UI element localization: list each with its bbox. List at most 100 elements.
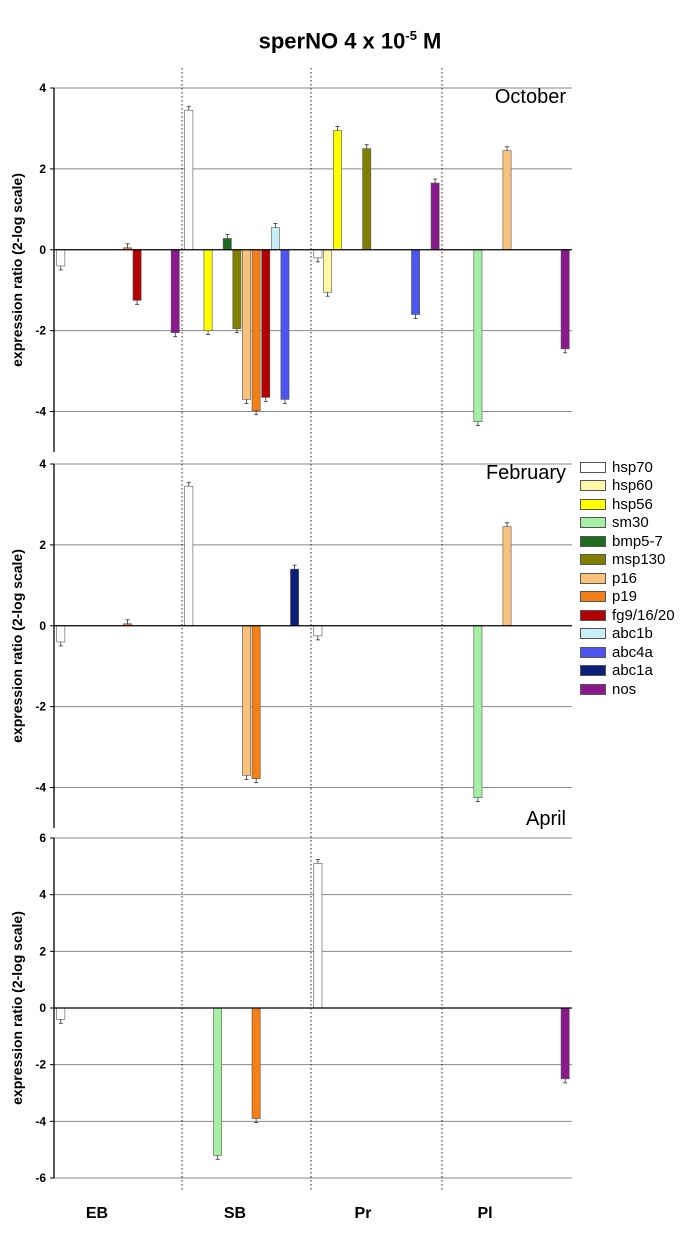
y-tick-label: 2 <box>39 944 46 958</box>
y-tick-label: 4 <box>39 81 46 95</box>
legend-item: abc4a <box>580 643 675 662</box>
y-tick-label: 4 <box>39 888 46 902</box>
bar-p16-pl <box>502 150 512 251</box>
bar-fg9-16-20-sb <box>261 249 271 398</box>
bar-abc1b-sb <box>270 227 280 251</box>
legend-swatch <box>580 683 606 695</box>
legend-swatch <box>580 535 606 547</box>
y-tick-label: -4 <box>35 781 46 795</box>
y-tick-label: 2 <box>39 162 46 176</box>
bar-hsp56-pr <box>333 130 342 251</box>
legend-swatch <box>580 480 606 492</box>
chart-title: sperNO 4 x 10-5 M <box>258 28 442 54</box>
y-tick-label: 6 <box>39 831 46 845</box>
x-group-label-pl: Pl <box>477 1205 492 1222</box>
x-group-label-pr: Pr <box>355 1205 372 1222</box>
bar-nos-pl <box>560 249 570 350</box>
bar-nos-eb <box>170 249 180 333</box>
legend-label: sm30 <box>612 514 649 532</box>
panel-label-october: October <box>495 86 566 108</box>
legend-item: p19 <box>580 588 675 607</box>
bar-abc4a-sb <box>280 249 290 400</box>
legend-swatch <box>580 461 606 473</box>
y-tick-label: 0 <box>39 1001 46 1015</box>
bar-msp130-pr <box>362 148 372 251</box>
bar-sm30-pl <box>473 625 483 798</box>
legend-item: hsp56 <box>580 495 675 514</box>
legend-item: hsp70 <box>580 458 675 477</box>
x-group-label-sb: SB <box>224 1205 246 1222</box>
y-tick-label: 2 <box>39 538 46 552</box>
y-tick-label: -2 <box>35 1058 46 1072</box>
legend-item: p16 <box>580 569 675 588</box>
y-axis-label: expression ratio (2-log scale) <box>9 549 25 743</box>
legend-item: nos <box>580 680 675 699</box>
y-tick-label: 0 <box>39 619 46 633</box>
legend: hsp70 hsp60 hsp56 sm30 bmp5-7 msp130 p16 p19 fg9… <box>580 458 675 699</box>
legend-swatch <box>580 554 606 566</box>
bar-sm30-pl <box>473 249 483 422</box>
legend-item: abc1a <box>580 662 675 681</box>
legend-label: hsp56 <box>612 495 653 513</box>
legend-item: hsp60 <box>580 477 675 496</box>
legend-label: nos <box>612 680 637 698</box>
legend-swatch <box>580 498 606 510</box>
y-tick-label: -4 <box>35 1114 46 1128</box>
bar-p16-pl <box>502 526 512 627</box>
bar-bmp5-7-sb <box>222 238 232 251</box>
legend-label: abc1a <box>612 662 653 680</box>
legend-swatch <box>580 591 606 603</box>
legend-swatch <box>580 572 606 584</box>
bar-nos-pl <box>560 1007 570 1080</box>
bar-p19-sb <box>251 1007 261 1119</box>
y-tick-label: 4 <box>39 457 46 471</box>
legend-item: sm30 <box>580 514 675 533</box>
bar-p16-sb <box>242 249 251 400</box>
legend-label: fg9/16/20 <box>612 606 675 624</box>
legend-label: bmp5-7 <box>612 532 663 550</box>
y-tick-label: -4 <box>35 405 46 419</box>
legend-swatch <box>580 646 606 658</box>
bar-fg9-16-20-eb <box>132 249 142 301</box>
legend-label: msp130 <box>612 551 666 569</box>
y-tick-label: -2 <box>35 700 46 714</box>
bar-hsp70-sb <box>184 109 194 251</box>
bar-msp130-sb <box>232 249 242 329</box>
bar-p19-sb <box>251 249 261 412</box>
legend-label: abc4a <box>612 643 653 661</box>
panel-label-april: April <box>526 808 566 830</box>
legend-item: bmp5-7 <box>580 532 675 551</box>
bar-hsp70-pr <box>313 249 323 259</box>
bar-hsp70-eb <box>56 249 66 267</box>
legend-swatch <box>580 628 606 640</box>
bar-hsp70-pr <box>313 625 323 637</box>
bar-hsp60-pr <box>323 249 333 293</box>
x-group-label-eb: EB <box>86 1205 108 1222</box>
bar-abc1a-sb <box>290 568 299 627</box>
y-tick-label: -6 <box>35 1171 46 1185</box>
bar-p16-sb <box>242 625 251 776</box>
panel-label-february: February <box>486 462 566 484</box>
bar-hsp70-pr <box>313 863 323 1009</box>
legend-label: hsp70 <box>612 458 653 476</box>
legend-label: abc1b <box>612 625 653 643</box>
bar-hsp56-sb <box>203 249 213 331</box>
bar-hsp70-eb <box>56 1007 66 1020</box>
bar-nos-pr <box>430 182 440 251</box>
legend-swatch <box>580 517 606 529</box>
legend-item: msp130 <box>580 551 675 570</box>
legend-label: hsp60 <box>612 477 653 495</box>
legend-item: fg9/16/20 <box>580 606 675 625</box>
legend-label: p19 <box>612 588 638 606</box>
legend-item: abc1b <box>580 625 675 644</box>
legend-swatch <box>580 609 606 621</box>
legend-swatch <box>580 665 606 677</box>
y-tick-label: 0 <box>39 243 46 257</box>
y-axis-label: expression ratio (2-log scale) <box>9 173 25 367</box>
bar-hsp70-sb <box>184 485 194 627</box>
y-axis-label: expression ratio (2-log scale) <box>9 911 25 1105</box>
y-tick-label: -2 <box>35 324 46 338</box>
bar-abc4a-pr <box>411 249 420 315</box>
bar-hsp70-eb <box>56 625 66 643</box>
